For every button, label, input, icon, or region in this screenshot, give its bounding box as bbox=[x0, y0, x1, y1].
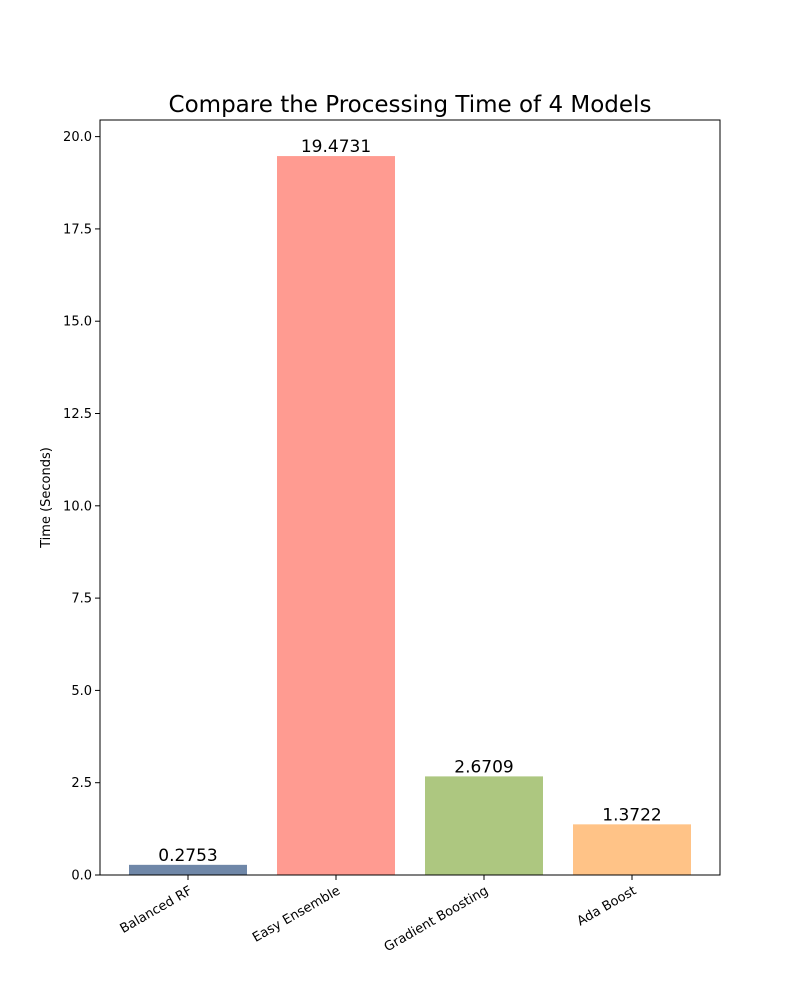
plot-area-frame bbox=[99, 119, 721, 876]
x-tick-label: Gradient Boosting bbox=[382, 883, 491, 955]
bars-group bbox=[129, 156, 691, 876]
data-label: 19.4731 bbox=[301, 137, 371, 157]
bar-balanced-rf bbox=[129, 864, 247, 875]
data-label: 0.2753 bbox=[158, 846, 217, 866]
y-axis: 0.0 2.5 5.0 7.5 10.0 12.5 15.0 17.5 20.0 bbox=[63, 130, 100, 884]
bar-gradient-boosting bbox=[425, 776, 543, 875]
x-tick-label: Ada Boost bbox=[575, 883, 639, 929]
chart-title: Compare the Processing Time of 4 Models bbox=[169, 92, 652, 118]
y-axis-label: Time (Seconds) bbox=[39, 447, 54, 549]
x-axis: Balanced RF Easy Ensemble Gradient Boostin… bbox=[118, 875, 639, 955]
data-labels-group: 0.2753 19.4731 2.6709 1.3722 bbox=[158, 137, 661, 866]
y-tick-label: 2.5 bbox=[71, 776, 92, 791]
data-label: 2.6709 bbox=[454, 757, 513, 777]
y-tick-label: 0.0 bbox=[71, 869, 92, 884]
bar-easy-ensemble bbox=[277, 156, 395, 876]
y-tick-label: 17.5 bbox=[63, 222, 92, 237]
y-tick-label: 7.5 bbox=[71, 592, 92, 607]
y-tick-label: 20.0 bbox=[63, 130, 92, 145]
x-tick-label: Easy Ensemble bbox=[250, 883, 343, 945]
y-tick-label: 5.0 bbox=[71, 684, 92, 699]
y-tick-label: 12.5 bbox=[63, 407, 92, 422]
y-tick-label: 15.0 bbox=[63, 315, 92, 330]
x-tick-label: Balanced RF bbox=[118, 883, 195, 936]
bar-ada-boost bbox=[573, 824, 691, 875]
data-label: 1.3722 bbox=[602, 805, 661, 825]
y-tick-label: 10.0 bbox=[63, 499, 92, 514]
